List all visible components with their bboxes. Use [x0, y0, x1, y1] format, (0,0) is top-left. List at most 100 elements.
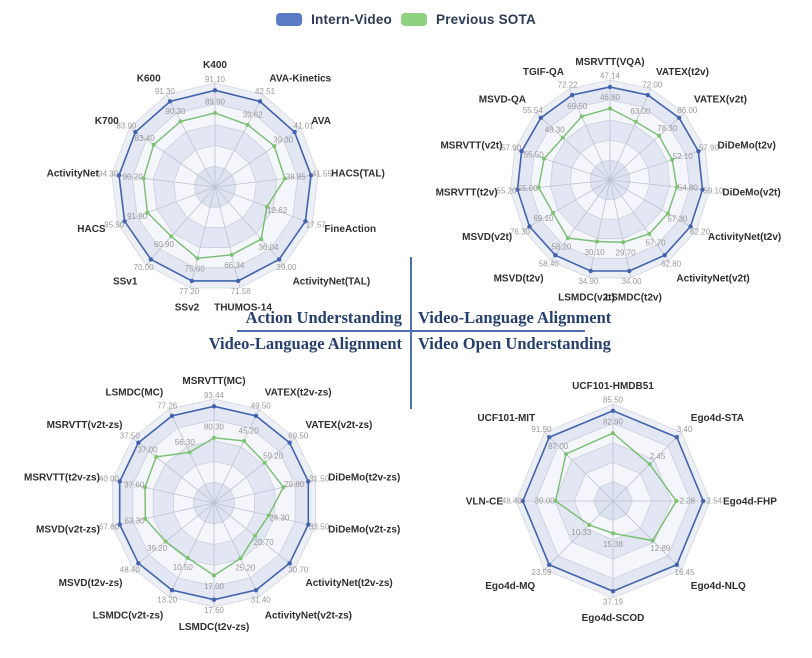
- value-label-intern-video: 13.20: [157, 596, 178, 605]
- value-label-previous-sota: 15.38: [603, 540, 624, 549]
- data-point-previous-sota: [621, 240, 626, 245]
- value-label-intern-video: 69.50: [288, 431, 309, 440]
- value-label-previous-sota: 58.20: [551, 242, 572, 251]
- value-label-previous-sota: 87.00: [548, 442, 569, 451]
- axis-spoke: [112, 502, 215, 527]
- axis-label-msvd-t2v: MSVD(t2v): [494, 273, 544, 284]
- axis-spoke: [550, 179, 611, 262]
- data-point-intern-video: [167, 99, 173, 104]
- value-label-previous-sota: 12.89: [650, 544, 671, 553]
- value-label-intern-video: 55.20: [497, 186, 518, 195]
- axis-spoke: [132, 437, 215, 504]
- data-point-previous-sota: [551, 210, 556, 215]
- value-label-previous-sota: 90.30: [165, 107, 186, 116]
- series-intern-video: [516, 86, 704, 272]
- axis-spoke: [111, 174, 216, 188]
- value-label-previous-sota: 38.85: [286, 173, 307, 182]
- value-label-intern-video: 39.00: [276, 263, 297, 272]
- radar-chart-video-open-understanding: 85.50 82.90 3.40 2.45 2.54 2.28 16.45 12.89 37.1…: [466, 381, 777, 624]
- value-label-intern-video: 62.80: [661, 260, 682, 269]
- data-point-previous-sota: [187, 450, 192, 455]
- value-label-previous-sota: 89.90: [205, 98, 226, 107]
- data-point-intern-video: [547, 562, 552, 567]
- axis-label-msvd-t2v-zs: MSVD(t2v-zs): [59, 578, 123, 589]
- axis-spoke: [214, 174, 319, 188]
- quadrant-label-video-language-alignment-bl: Video-Language Alignment: [208, 334, 402, 353]
- axis-label-ssv2: SSv2: [175, 303, 200, 314]
- value-label-previous-sota: 57.70: [646, 238, 667, 247]
- axis-spoke: [214, 127, 301, 188]
- axis-label-hacs-tal: HACS(TAL): [331, 168, 385, 179]
- data-point-intern-video: [538, 115, 544, 120]
- data-point-intern-video: [211, 597, 217, 602]
- axis-label-lsmdc-mc: LSMDC(MC): [105, 388, 163, 399]
- axis-label-lsmdc-t2v-zs: LSMDC(t2v-zs): [179, 622, 250, 633]
- value-label-intern-video: 85.50: [603, 395, 624, 404]
- data-point-intern-video: [117, 522, 122, 527]
- data-point-intern-video: [308, 173, 314, 178]
- axis-spoke: [214, 186, 241, 289]
- value-label-intern-video: 48.40: [502, 497, 523, 506]
- data-point-intern-video: [700, 187, 705, 192]
- data-point-intern-video: [701, 498, 706, 504]
- data-point-previous-sota: [253, 533, 258, 538]
- value-label-intern-video: 77.26: [157, 401, 178, 410]
- value-label-intern-video: 17.57: [306, 221, 327, 230]
- value-label-intern-video: 95.50: [104, 221, 125, 230]
- value-label-previous-sota: 37.60: [124, 480, 145, 489]
- data-point-intern-video: [117, 479, 122, 484]
- value-label-intern-video: 59.10: [703, 186, 724, 195]
- value-label-previous-sota: 56.30: [175, 438, 196, 447]
- value-label-intern-video: 34.90: [578, 277, 599, 286]
- value-label-intern-video: 30.70: [288, 566, 309, 575]
- data-point-previous-sota: [212, 573, 216, 578]
- data-point-intern-video: [627, 268, 632, 274]
- value-label-intern-video: 70.00: [134, 263, 155, 272]
- data-point-intern-video: [547, 435, 552, 440]
- axis-spoke: [544, 500, 614, 570]
- value-label-previous-sota: 29.70: [616, 249, 637, 258]
- value-label-previous-sota: 10.33: [571, 528, 592, 537]
- value-label-previous-sota: 24.30: [269, 513, 290, 522]
- axis-spoke: [609, 148, 706, 181]
- axis-spoke: [214, 94, 264, 188]
- axis-label-msrvtt-mc: MSRVTT(MC): [182, 376, 245, 387]
- data-point-previous-sota: [647, 231, 652, 236]
- data-point-previous-sota: [241, 438, 246, 443]
- data-point-intern-video: [211, 404, 217, 409]
- data-point-previous-sota: [608, 106, 612, 111]
- data-point-intern-video: [189, 278, 195, 284]
- axis-label-activitynet-v2t: ActivityNet(v2t): [676, 273, 749, 284]
- data-point-previous-sota: [611, 431, 615, 436]
- data-point-previous-sota: [560, 135, 565, 140]
- data-point-previous-sota: [262, 460, 267, 465]
- data-point-intern-video: [306, 522, 311, 527]
- value-label-previous-sota: 91.90: [127, 212, 148, 221]
- value-label-previous-sota: 39.20: [147, 544, 168, 553]
- data-point-previous-sota: [282, 176, 287, 181]
- data-point-previous-sota: [650, 538, 655, 543]
- data-point-previous-sota: [565, 236, 570, 241]
- value-label-previous-sota: 12.62: [267, 206, 288, 215]
- data-point-intern-video: [169, 413, 175, 419]
- axis-label-k700: K700: [95, 116, 119, 127]
- data-point-intern-video: [696, 149, 701, 154]
- value-label-intern-video: 41.55: [312, 170, 333, 179]
- value-label-intern-video: 31.50: [309, 475, 330, 484]
- data-point-intern-video: [122, 219, 127, 224]
- axis-label-thumos-14: THUMOS-14: [214, 303, 272, 314]
- axis-label-msvd-v2t-zs: MSVD(v2t-zs): [36, 525, 100, 536]
- axis-spoke: [168, 409, 215, 504]
- data-point-intern-video: [688, 224, 693, 229]
- value-label-previous-sota: 39.00: [535, 497, 556, 506]
- value-label-previous-sota: 20.70: [254, 538, 275, 547]
- value-label-previous-sota: 10.50: [173, 563, 194, 572]
- value-label-intern-video: 48.40: [120, 566, 141, 575]
- data-point-previous-sota: [154, 454, 159, 459]
- axis-spoke: [214, 186, 313, 225]
- value-label-intern-video: 58.40: [539, 260, 560, 269]
- data-point-intern-video: [287, 440, 292, 445]
- value-label-intern-video: 83.90: [116, 121, 137, 130]
